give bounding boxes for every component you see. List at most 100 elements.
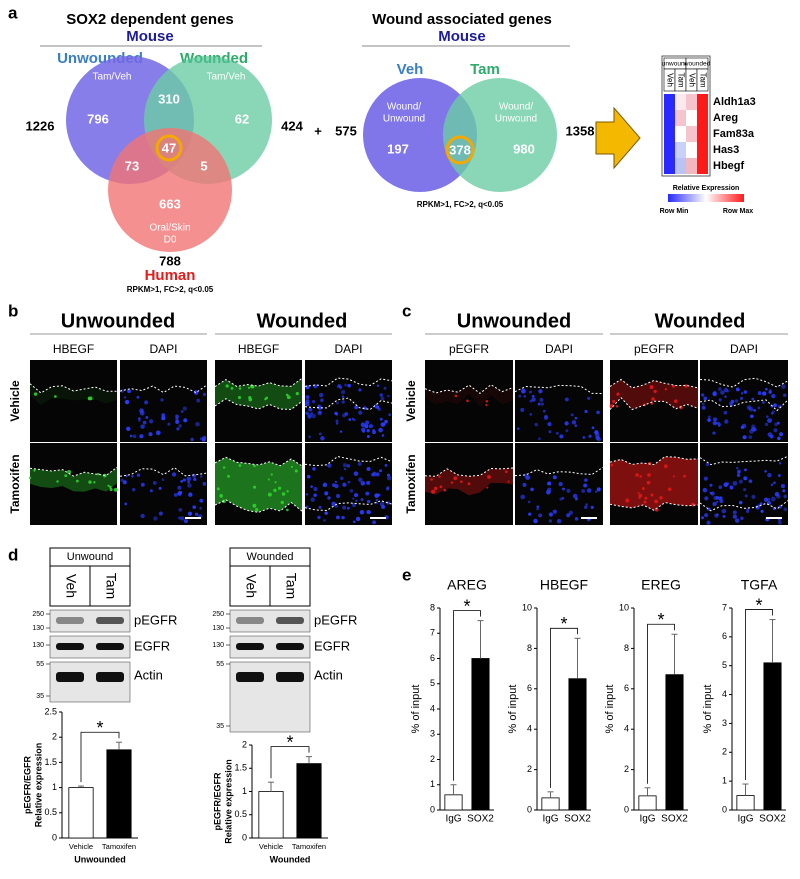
gene-label: Aldh1a3 <box>713 96 756 108</box>
speckle <box>460 480 463 483</box>
nucleus <box>342 506 346 510</box>
nucleus <box>177 486 181 490</box>
nucleus <box>768 390 771 393</box>
speckle <box>616 392 619 395</box>
nucleus <box>331 502 336 507</box>
heatmap-cell <box>686 126 697 142</box>
nucleus <box>372 520 376 524</box>
speckle <box>487 475 491 479</box>
nucleus <box>751 398 754 401</box>
nucleus <box>529 413 532 416</box>
nucleus <box>324 512 327 515</box>
nucleus <box>181 410 184 413</box>
heatmap-cell <box>664 94 675 110</box>
nucleus <box>200 437 203 440</box>
set-subtitle: Tam/Veh <box>93 72 132 83</box>
nucleus <box>385 464 388 467</box>
nucleus <box>183 418 187 422</box>
nucleus <box>379 469 382 472</box>
nucleus <box>320 398 324 402</box>
nucleus <box>733 514 737 518</box>
marker-label: 130 <box>212 625 224 632</box>
nucleus <box>384 420 388 424</box>
nucleus <box>559 482 563 486</box>
nucleus <box>387 474 390 477</box>
bar <box>107 750 131 838</box>
nucleus <box>735 399 738 402</box>
nucleus <box>190 438 193 441</box>
speckle <box>451 481 453 483</box>
nucleus <box>704 496 708 500</box>
speckle <box>443 489 446 492</box>
y-axis-label: % of input <box>507 685 519 734</box>
nucleus <box>312 467 315 470</box>
x-axis-label: Wounded <box>270 854 311 864</box>
nucleus <box>707 418 711 422</box>
nucleus <box>162 478 165 481</box>
nucleus <box>767 473 771 477</box>
y-tick-label: 5 <box>722 660 727 670</box>
outside-count: 424 <box>281 118 303 133</box>
set-subtitle: D0 <box>164 235 177 246</box>
y-tick-label: 2 <box>242 739 247 749</box>
nucleus <box>195 513 198 516</box>
count: 310 <box>158 91 180 106</box>
nucleus <box>126 427 130 431</box>
nucleus <box>713 417 717 421</box>
y-tick-label: 8 <box>527 643 532 653</box>
heatmap-cell <box>664 110 675 126</box>
nucleus <box>583 436 586 439</box>
panel-label: d <box>8 545 18 564</box>
nucleus <box>778 521 782 525</box>
y-tick-label: 4 <box>624 724 629 734</box>
y-tick-label: 4 <box>430 703 435 713</box>
y-tick-label: 2 <box>527 764 532 774</box>
nucleus <box>318 411 321 414</box>
speckle <box>239 464 242 467</box>
nucleus <box>156 430 161 435</box>
nucleus <box>549 519 552 522</box>
nucleus <box>707 521 711 525</box>
nucleus <box>751 495 755 499</box>
significance: * <box>96 718 103 738</box>
nucleus <box>718 387 722 391</box>
error-bar <box>306 757 312 764</box>
bar <box>764 663 781 810</box>
stain-label: HBEGF <box>53 342 94 356</box>
venn-circles <box>363 78 557 192</box>
nucleus <box>202 482 206 486</box>
nucleus <box>387 476 391 480</box>
speckle <box>64 474 67 477</box>
panel-label: c <box>402 301 411 320</box>
nucleus <box>773 481 776 484</box>
nucleus <box>764 470 766 472</box>
nucleus <box>196 399 200 403</box>
nucleus <box>781 384 786 389</box>
micrograph <box>610 443 698 525</box>
nucleus <box>559 434 563 438</box>
nucleus <box>772 410 775 413</box>
nucleus <box>732 481 737 486</box>
outside-count: 575 <box>335 123 357 138</box>
y-tick-label: 10 <box>522 602 532 612</box>
band <box>276 617 304 624</box>
nucleus <box>517 427 520 430</box>
nucleus <box>312 400 315 403</box>
nucleus <box>722 515 725 518</box>
speckle <box>291 466 293 468</box>
marker-label: 55 <box>36 661 44 668</box>
band <box>276 672 304 682</box>
nucleus <box>575 417 578 420</box>
micrograph <box>305 360 392 442</box>
species: Mouse <box>438 28 486 45</box>
bar <box>69 788 93 838</box>
nucleus <box>553 509 557 513</box>
nucleus <box>184 519 188 523</box>
band <box>236 672 264 682</box>
marker-label: 130 <box>32 642 44 649</box>
nucleus <box>572 420 576 424</box>
speckle <box>468 482 471 485</box>
nucleus <box>141 483 145 487</box>
speckle <box>672 385 675 388</box>
nucleus <box>199 507 202 510</box>
